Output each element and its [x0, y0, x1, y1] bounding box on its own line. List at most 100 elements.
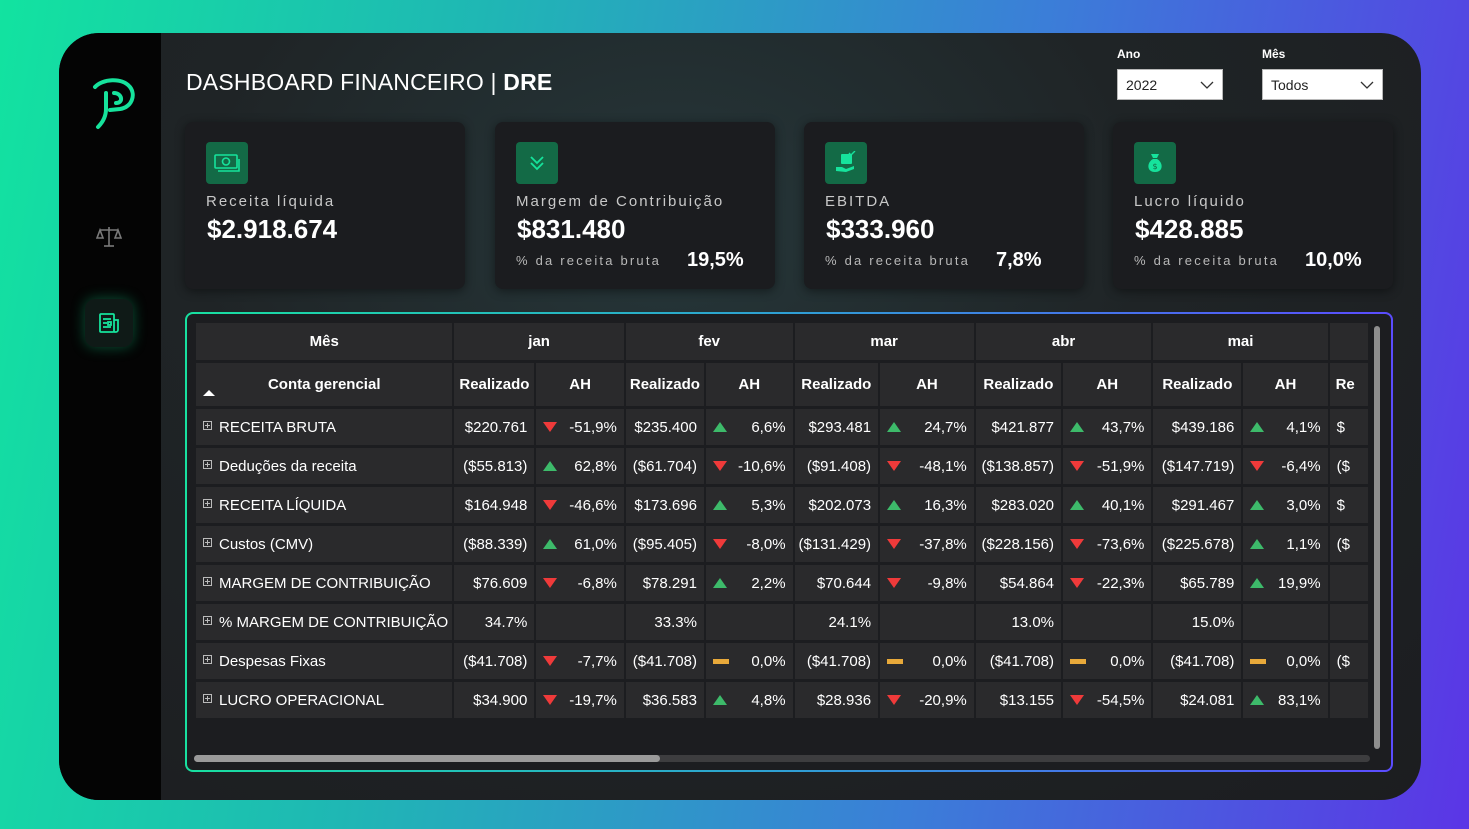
- card-label: Lucro líquido: [1134, 193, 1246, 210]
- realizado-cell: $36.583: [625, 682, 704, 721]
- ah-value: -46,6%: [569, 496, 617, 514]
- card-value: $831.480: [517, 214, 626, 244]
- expand-plus-icon[interactable]: [203, 616, 212, 626]
- column-header-realizado[interactable]: Realizado: [454, 360, 535, 409]
- ah-cell-content: -51,9%: [543, 418, 617, 436]
- ah-cell: -46,6%: [536, 487, 624, 526]
- ah-cell-content: -37,8%: [887, 536, 967, 553]
- column-header-realizado[interactable]: Realizado: [975, 360, 1062, 409]
- partial-cell: [1329, 604, 1368, 643]
- month-header-jan[interactable]: jan: [454, 323, 624, 360]
- ah-value: -8,0%: [746, 535, 786, 553]
- ah-cell-content: 4,8%: [712, 692, 786, 709]
- ah-cell-content: 3,0%: [1250, 497, 1321, 514]
- column-header-ah[interactable]: AH: [1243, 360, 1328, 409]
- trend-down-icon: [543, 695, 558, 705]
- ah-cell: [880, 604, 974, 643]
- expand-plus-icon[interactable]: [203, 577, 212, 587]
- row-label-cell[interactable]: Custos (CMV): [196, 526, 453, 565]
- logo-icon: [92, 73, 136, 131]
- mes-select[interactable]: Todos: [1262, 69, 1383, 100]
- expand-plus-icon[interactable]: [203, 499, 212, 509]
- trend-up-icon: [1070, 422, 1085, 432]
- ah-cell: 0,0%: [1063, 643, 1152, 682]
- row-label-cell[interactable]: RECEITA BRUTA: [196, 409, 453, 448]
- trend-down-icon: [887, 461, 902, 471]
- realizado-cell: ($95.405): [625, 526, 704, 565]
- expand-plus-icon[interactable]: [203, 694, 212, 704]
- partial-cell: $: [1329, 409, 1368, 448]
- trend-down-icon: [887, 578, 902, 588]
- column-header-realizado[interactable]: Realizado: [1153, 360, 1242, 409]
- ah-cell-content: -46,6%: [543, 496, 617, 514]
- row-label-cell[interactable]: MARGEM DE CONTRIBUIÇÃO: [196, 565, 453, 604]
- month-header-fev[interactable]: fev: [625, 323, 793, 360]
- horizontal-scrollbar-thumb[interactable]: [194, 755, 660, 762]
- ah-cell: 2,2%: [705, 565, 793, 604]
- trend-down-icon: [543, 656, 558, 666]
- trend-down-icon: [1070, 539, 1085, 549]
- ah-cell: 83,1%: [1243, 682, 1328, 721]
- kpi-card-ebitda: EBITDA $333.960 % da receita bruta 7,8%: [804, 122, 1084, 289]
- ah-value: -6,4%: [1281, 457, 1321, 475]
- trend-up-icon: [1250, 422, 1265, 432]
- vertical-scrollbar[interactable]: [1374, 326, 1380, 749]
- ah-cell: -51,9%: [1063, 448, 1152, 487]
- ah-value: 0,0%: [751, 652, 786, 670]
- column-header-realizado[interactable]: Realizado: [794, 360, 879, 409]
- column-header-realizado[interactable]: Realizado: [625, 360, 704, 409]
- svg-text:$: $: [1152, 162, 1157, 171]
- trend-up-icon: [887, 422, 902, 432]
- ah-cell-content: -10,6%: [712, 458, 786, 475]
- trend-down-icon: [712, 461, 727, 471]
- partial-cell: $: [1329, 487, 1368, 526]
- realizado-cell: ($55.813): [454, 448, 535, 487]
- month-header-mar[interactable]: mar: [794, 323, 974, 360]
- realizado-cell: ($138.857): [975, 448, 1062, 487]
- balance-scale-icon[interactable]: [85, 213, 133, 261]
- column-header-conta-gerencial[interactable]: Conta gerencial: [196, 360, 453, 409]
- row-label-cell[interactable]: Deduções da receita: [196, 448, 453, 487]
- row-label-cell[interactable]: LUCRO OPERACIONAL: [196, 682, 453, 721]
- ah-value: 40,1%: [1101, 496, 1145, 514]
- mes-select-value: Todos: [1271, 76, 1309, 93]
- ah-cell-content: -48,1%: [887, 458, 967, 475]
- row-label-cell[interactable]: % MARGEM DE CONTRIBUIÇÃO: [196, 604, 453, 643]
- trend-down-icon: [887, 695, 902, 705]
- column-header-partial: Re: [1329, 360, 1368, 409]
- table-row: MARGEM DE CONTRIBUIÇÃO $76.609 -6,8% $78.29…: [196, 565, 1368, 604]
- ah-cell-content: -7,7%: [543, 653, 617, 670]
- expand-plus-icon[interactable]: [203, 655, 212, 665]
- ano-select[interactable]: 2022: [1117, 69, 1223, 100]
- column-header-ah[interactable]: AH: [1063, 360, 1152, 409]
- card-sub-label: % da receita bruta: [516, 253, 662, 268]
- ah-value: -51,9%: [569, 418, 617, 436]
- month-header-mai[interactable]: mai: [1153, 323, 1328, 360]
- ah-cell-content: -73,6%: [1070, 536, 1144, 553]
- ah-cell-content: 4,1%: [1250, 419, 1321, 436]
- ah-cell: -22,3%: [1063, 565, 1152, 604]
- card-label: Margem de Contribuição: [516, 193, 725, 210]
- kpi-card-receita-liquida: Receita líquida $2.918.674: [185, 122, 465, 289]
- expand-plus-icon[interactable]: [203, 421, 212, 431]
- month-header-abr[interactable]: abr: [975, 323, 1152, 360]
- ah-cell: -54,5%: [1063, 682, 1152, 721]
- ah-cell-content: -20,9%: [887, 692, 967, 709]
- ah-cell-content: 43,7%: [1070, 419, 1144, 436]
- ah-cell-content: 0,0%: [887, 653, 967, 670]
- column-header-ah[interactable]: AH: [880, 360, 974, 409]
- row-label-cell[interactable]: RECEITA LÍQUIDA: [196, 487, 453, 526]
- column-header-ah[interactable]: AH: [536, 360, 624, 409]
- realizado-cell: ($41.708): [454, 643, 535, 682]
- column-header-ah[interactable]: AH: [705, 360, 793, 409]
- dashboard-frame: DASHBOARD FINANCEIRO | DRE Ano 2022 Mês …: [59, 33, 1421, 800]
- filter-mes: Mês Todos: [1262, 47, 1383, 100]
- row-label-cell[interactable]: Despesas Fixas: [196, 643, 453, 682]
- report-icon[interactable]: [85, 299, 133, 347]
- expand-plus-icon[interactable]: [203, 460, 212, 470]
- ah-cell-content: 0,0%: [712, 652, 786, 670]
- ah-cell: 0,0%: [1243, 643, 1328, 682]
- realizado-cell: $235.400: [625, 409, 704, 448]
- horizontal-scrollbar-track[interactable]: [194, 755, 1370, 762]
- expand-plus-icon[interactable]: [203, 538, 212, 548]
